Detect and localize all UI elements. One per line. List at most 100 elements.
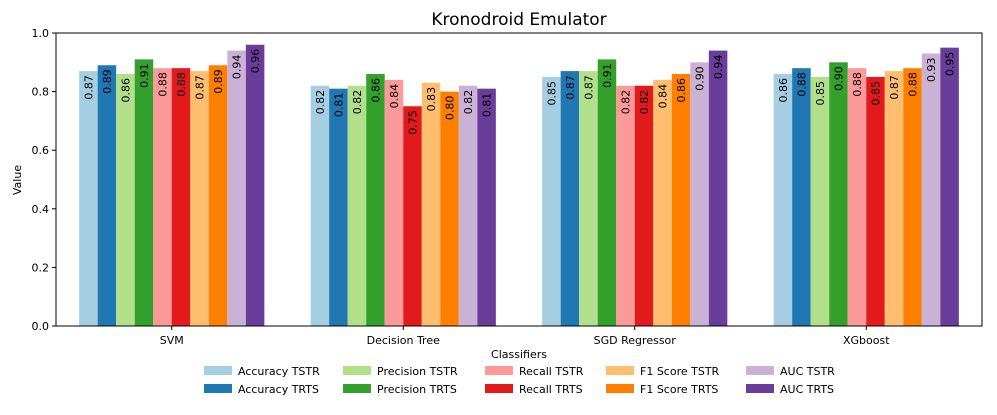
bar-f1-score-tstr-decision-tree bbox=[421, 82, 441, 326]
bar-auc-trts-sgd-regressor bbox=[708, 50, 728, 326]
legend-swatch bbox=[204, 384, 232, 393]
bar-auc-trts-decision-tree bbox=[477, 88, 496, 326]
bar-accuracy-tstr-sgd-regressor bbox=[542, 76, 561, 326]
bar-value-label: 0.87 bbox=[582, 75, 595, 100]
x-tick-label: SVM bbox=[160, 334, 184, 347]
legend-label: Precision TSTR bbox=[377, 365, 458, 378]
bar-value-label: 0.85 bbox=[870, 81, 883, 106]
bar-value-label: 0.95 bbox=[944, 52, 957, 77]
bar-value-label: 0.81 bbox=[332, 93, 345, 118]
x-axis-title: Classifiers bbox=[491, 348, 547, 361]
bar-value-label: 0.85 bbox=[814, 81, 827, 106]
legend-swatch bbox=[746, 384, 774, 393]
bar-accuracy-trts-svm bbox=[97, 65, 117, 326]
bar-auc-trts-xgboost bbox=[940, 47, 959, 327]
legend-swatch bbox=[204, 366, 232, 375]
bar-value-label: 0.82 bbox=[638, 90, 651, 115]
bar-value-label: 0.86 bbox=[675, 78, 688, 103]
chart-title: Kronodroid Emulator bbox=[431, 10, 606, 30]
bar-value-label: 0.82 bbox=[314, 90, 327, 115]
bar-value-label: 0.87 bbox=[82, 75, 95, 100]
x-tick-label: SGD Regressor bbox=[594, 334, 677, 347]
bar-recall-trts-sgd-regressor bbox=[634, 85, 654, 327]
x-tick-label: Decision Tree bbox=[367, 334, 440, 347]
bar-value-label: 0.89 bbox=[101, 69, 114, 94]
y-axis-ticks: 0.0 0.2 0.4 0.6 0.8 1.0 bbox=[32, 27, 56, 333]
bar-value-label: 0.87 bbox=[194, 75, 207, 100]
bar-f1-score-tstr-xgboost bbox=[884, 71, 904, 326]
legend-label: Precision TRTS bbox=[377, 383, 457, 396]
legend-swatch bbox=[343, 384, 371, 393]
y-tick-label: 0.8 bbox=[32, 86, 50, 99]
bar-auc-trts-svm bbox=[245, 44, 265, 326]
bar-value-label: 0.88 bbox=[175, 72, 188, 97]
bar-auc-tstr-xgboost bbox=[921, 53, 941, 326]
bar-auc-tstr-sgd-regressor bbox=[690, 62, 709, 327]
bar-value-label: 0.96 bbox=[249, 49, 262, 74]
legend-label: Recall TRTS bbox=[519, 383, 583, 396]
bar-precision-trts-decision-tree bbox=[366, 74, 385, 327]
bar-recall-trts-decision-tree bbox=[403, 106, 422, 326]
bar-value-label: 0.87 bbox=[564, 75, 577, 100]
bar-auc-tstr-decision-tree bbox=[458, 85, 478, 327]
x-axis-ticks: SVM Decision Tree SGD Regressor XGboost bbox=[160, 326, 890, 347]
bar-value-label: 0.87 bbox=[888, 75, 901, 100]
bar-auc-tstr-svm bbox=[227, 50, 246, 326]
bar-value-label: 0.86 bbox=[777, 78, 790, 103]
bar-precision-trts-svm bbox=[134, 59, 154, 327]
legend-swatch bbox=[485, 366, 513, 375]
bar-value-label: 0.82 bbox=[619, 90, 632, 115]
bar-value-label: 0.88 bbox=[795, 72, 808, 97]
bar-value-label: 0.91 bbox=[601, 63, 614, 87]
plot-area: 0.87 0.82 0.85 0.86 0.89 0.81 0.87 0.88 0.86 0.82… bbox=[55, 32, 983, 327]
y-axis-title: Value bbox=[11, 165, 24, 195]
bar-precision-tstr-sgd-regressor bbox=[579, 71, 598, 326]
bar-value-label: 0.93 bbox=[925, 58, 938, 82]
bar-recall-tstr-svm bbox=[153, 68, 172, 326]
bar-accuracy-trts-decision-tree bbox=[329, 88, 348, 326]
y-tick-label: 0.2 bbox=[32, 261, 50, 274]
plot-frame bbox=[55, 32, 983, 327]
legend-label: Accuracy TRTS bbox=[238, 383, 319, 396]
y-tick-label: 1.0 bbox=[32, 27, 50, 40]
bar-value-label: 0.86 bbox=[369, 78, 382, 103]
bar-value-label: 0.80 bbox=[444, 96, 457, 121]
bar-value-label: 0.88 bbox=[907, 72, 920, 97]
bar-value-label: 0.90 bbox=[832, 66, 845, 91]
bar-value-label: 0.90 bbox=[694, 66, 707, 91]
legend-label: Recall TSTR bbox=[519, 365, 584, 378]
bar-recall-tstr-sgd-regressor bbox=[616, 85, 635, 327]
legend-label: F1 Score TRTS bbox=[640, 383, 718, 396]
bar-accuracy-tstr-svm bbox=[79, 71, 98, 326]
legend-swatch bbox=[606, 366, 634, 375]
bar-recall-trts-xgboost bbox=[866, 76, 885, 326]
bar-f1-score-trts-sgd-regressor bbox=[671, 74, 691, 327]
bar-value-label: 0.88 bbox=[851, 72, 864, 97]
legend-label: AUC TRTS bbox=[780, 383, 834, 396]
bar-value-label: 0.84 bbox=[388, 84, 401, 109]
legend-swatch bbox=[343, 366, 371, 375]
bar-value-label: 0.75 bbox=[407, 110, 420, 135]
legend: Accuracy TSTR Accuracy TRTS Precision TSTR… bbox=[204, 365, 835, 396]
bar-accuracy-tstr-decision-tree bbox=[310, 85, 330, 327]
bar-f1-score-trts-svm bbox=[208, 65, 228, 326]
legend-label: AUC TSTR bbox=[780, 365, 835, 378]
bar-value-label: 0.81 bbox=[481, 93, 494, 118]
bar-value-label: 0.82 bbox=[351, 90, 364, 115]
bar-value-label: 0.88 bbox=[156, 72, 169, 97]
bar-recall-trts-svm bbox=[171, 68, 191, 326]
bar-precision-tstr-decision-tree bbox=[347, 85, 367, 327]
bar-precision-trts-xgboost bbox=[829, 62, 848, 327]
bar-accuracy-trts-xgboost bbox=[792, 68, 811, 326]
bar-f1-score-tstr-svm bbox=[190, 71, 209, 326]
x-tick-label: XGboost bbox=[843, 334, 890, 347]
y-tick-label: 0.6 bbox=[32, 144, 50, 157]
legend-swatch bbox=[485, 384, 513, 393]
bar-value-label: 0.82 bbox=[462, 90, 475, 115]
bar-value-label: 0.91 bbox=[138, 63, 151, 87]
bar-accuracy-trts-sgd-regressor bbox=[560, 71, 580, 326]
bar-value-label: 0.94 bbox=[231, 55, 244, 80]
legend-swatch bbox=[746, 366, 774, 375]
bar-value-label: 0.83 bbox=[425, 87, 438, 112]
